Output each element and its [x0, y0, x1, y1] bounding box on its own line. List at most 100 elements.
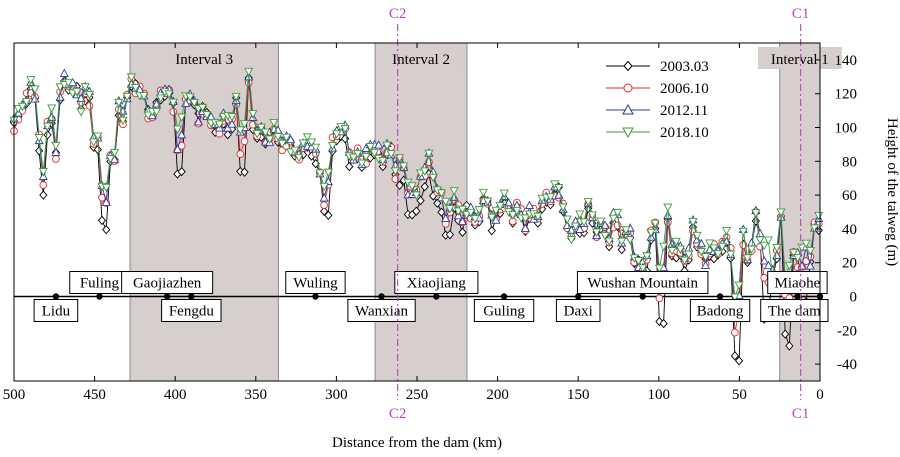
data-point	[286, 134, 296, 144]
town-dot	[575, 293, 582, 300]
data-point	[499, 189, 509, 199]
data-point	[420, 167, 430, 176]
data-point	[307, 138, 317, 147]
data-point	[269, 118, 279, 128]
town-label: Miaohe	[775, 276, 821, 292]
data-point	[51, 141, 61, 151]
data-point	[621, 226, 631, 235]
data-point	[345, 161, 354, 172]
data-point	[214, 120, 224, 130]
x-tick-label: 150	[567, 387, 590, 403]
data-point	[248, 110, 258, 119]
town-label: Daxi	[564, 304, 593, 320]
data-point	[365, 143, 375, 152]
data-point	[675, 245, 685, 254]
data-point	[252, 130, 262, 139]
data-point	[118, 116, 128, 126]
data-point	[524, 200, 535, 209]
data-point	[110, 149, 120, 158]
town-label: Fengdu	[169, 304, 215, 320]
legend-label: 2018.10	[660, 125, 709, 141]
town-label-box	[394, 271, 479, 294]
data-point	[726, 250, 736, 260]
data-point	[84, 91, 94, 100]
y-axis-ticks: -40 -20 0 20 40 60 80 100 120 140	[815, 53, 857, 373]
data-point	[742, 254, 753, 263]
data-point	[789, 248, 799, 258]
legend-marker	[622, 103, 634, 115]
data-point	[101, 197, 111, 206]
data-point	[667, 247, 677, 256]
town-dot	[716, 293, 724, 300]
data-point	[617, 237, 627, 247]
data-point	[63, 78, 74, 88]
data-point	[441, 213, 451, 223]
data-point	[587, 211, 597, 220]
data-point	[617, 244, 626, 255]
data-point	[466, 208, 476, 218]
x-tick-label: 200	[486, 387, 509, 403]
y-tick-label: 140	[835, 53, 858, 69]
data-point	[30, 94, 40, 103]
data-point	[202, 111, 212, 120]
data-point	[265, 135, 275, 144]
x-tick-label: 100	[648, 387, 671, 403]
data-point	[700, 253, 711, 262]
town-label: Guling	[483, 304, 525, 320]
data-point	[193, 117, 203, 126]
data-point	[558, 203, 568, 212]
data-point	[256, 123, 266, 133]
town-label: The dam	[768, 304, 821, 320]
town-label: Fuling	[80, 276, 120, 292]
data-point	[89, 138, 99, 147]
x-tick-label: 500	[3, 387, 26, 403]
section-label-bottom: C2	[389, 406, 407, 422]
data-point	[684, 250, 694, 260]
interval-label-box	[757, 47, 842, 69]
interval-labels: Interval 3 Interval 2 Interval 1	[162, 47, 842, 69]
town-dot	[639, 293, 646, 300]
data-point	[566, 236, 576, 245]
section-label-bottom: C1	[792, 406, 810, 422]
data-point	[59, 68, 69, 77]
town-label-box	[760, 299, 829, 322]
town-label: Lidu	[42, 304, 71, 320]
data-point	[797, 261, 807, 270]
data-point	[491, 215, 501, 224]
data-point	[604, 237, 614, 247]
town-dot	[52, 293, 60, 300]
data-point	[508, 211, 518, 220]
data-point	[781, 329, 790, 339]
data-point	[315, 169, 325, 178]
data-point	[80, 83, 90, 92]
data-point	[575, 224, 585, 233]
data-point	[411, 191, 421, 200]
data-point	[688, 218, 698, 227]
town-markers: Lidu Fuling Gaojiazhen Fengdu Wuling Wanxian X…	[33, 271, 829, 322]
data-point	[776, 208, 786, 217]
data-point	[805, 246, 815, 256]
data-point	[731, 328, 739, 337]
data-point	[588, 218, 597, 228]
data-point	[642, 252, 652, 261]
data-point	[85, 102, 94, 110]
data-point	[239, 120, 250, 129]
data-point	[22, 98, 32, 107]
data-point	[483, 197, 493, 206]
data-point	[730, 293, 740, 302]
data-point	[294, 153, 304, 163]
data-point	[751, 209, 761, 218]
data-point	[663, 203, 673, 213]
town-dot	[96, 293, 103, 300]
data-point	[412, 206, 421, 216]
interval-label: Interval 3	[175, 52, 233, 68]
data-point	[114, 98, 124, 108]
data-point	[441, 197, 451, 207]
data-point	[348, 153, 359, 163]
data-point	[654, 264, 665, 274]
y-tick-label: -20	[837, 323, 857, 339]
data-point	[612, 208, 623, 218]
data-point	[395, 154, 405, 163]
data-point	[227, 119, 237, 128]
data-point	[93, 132, 103, 141]
